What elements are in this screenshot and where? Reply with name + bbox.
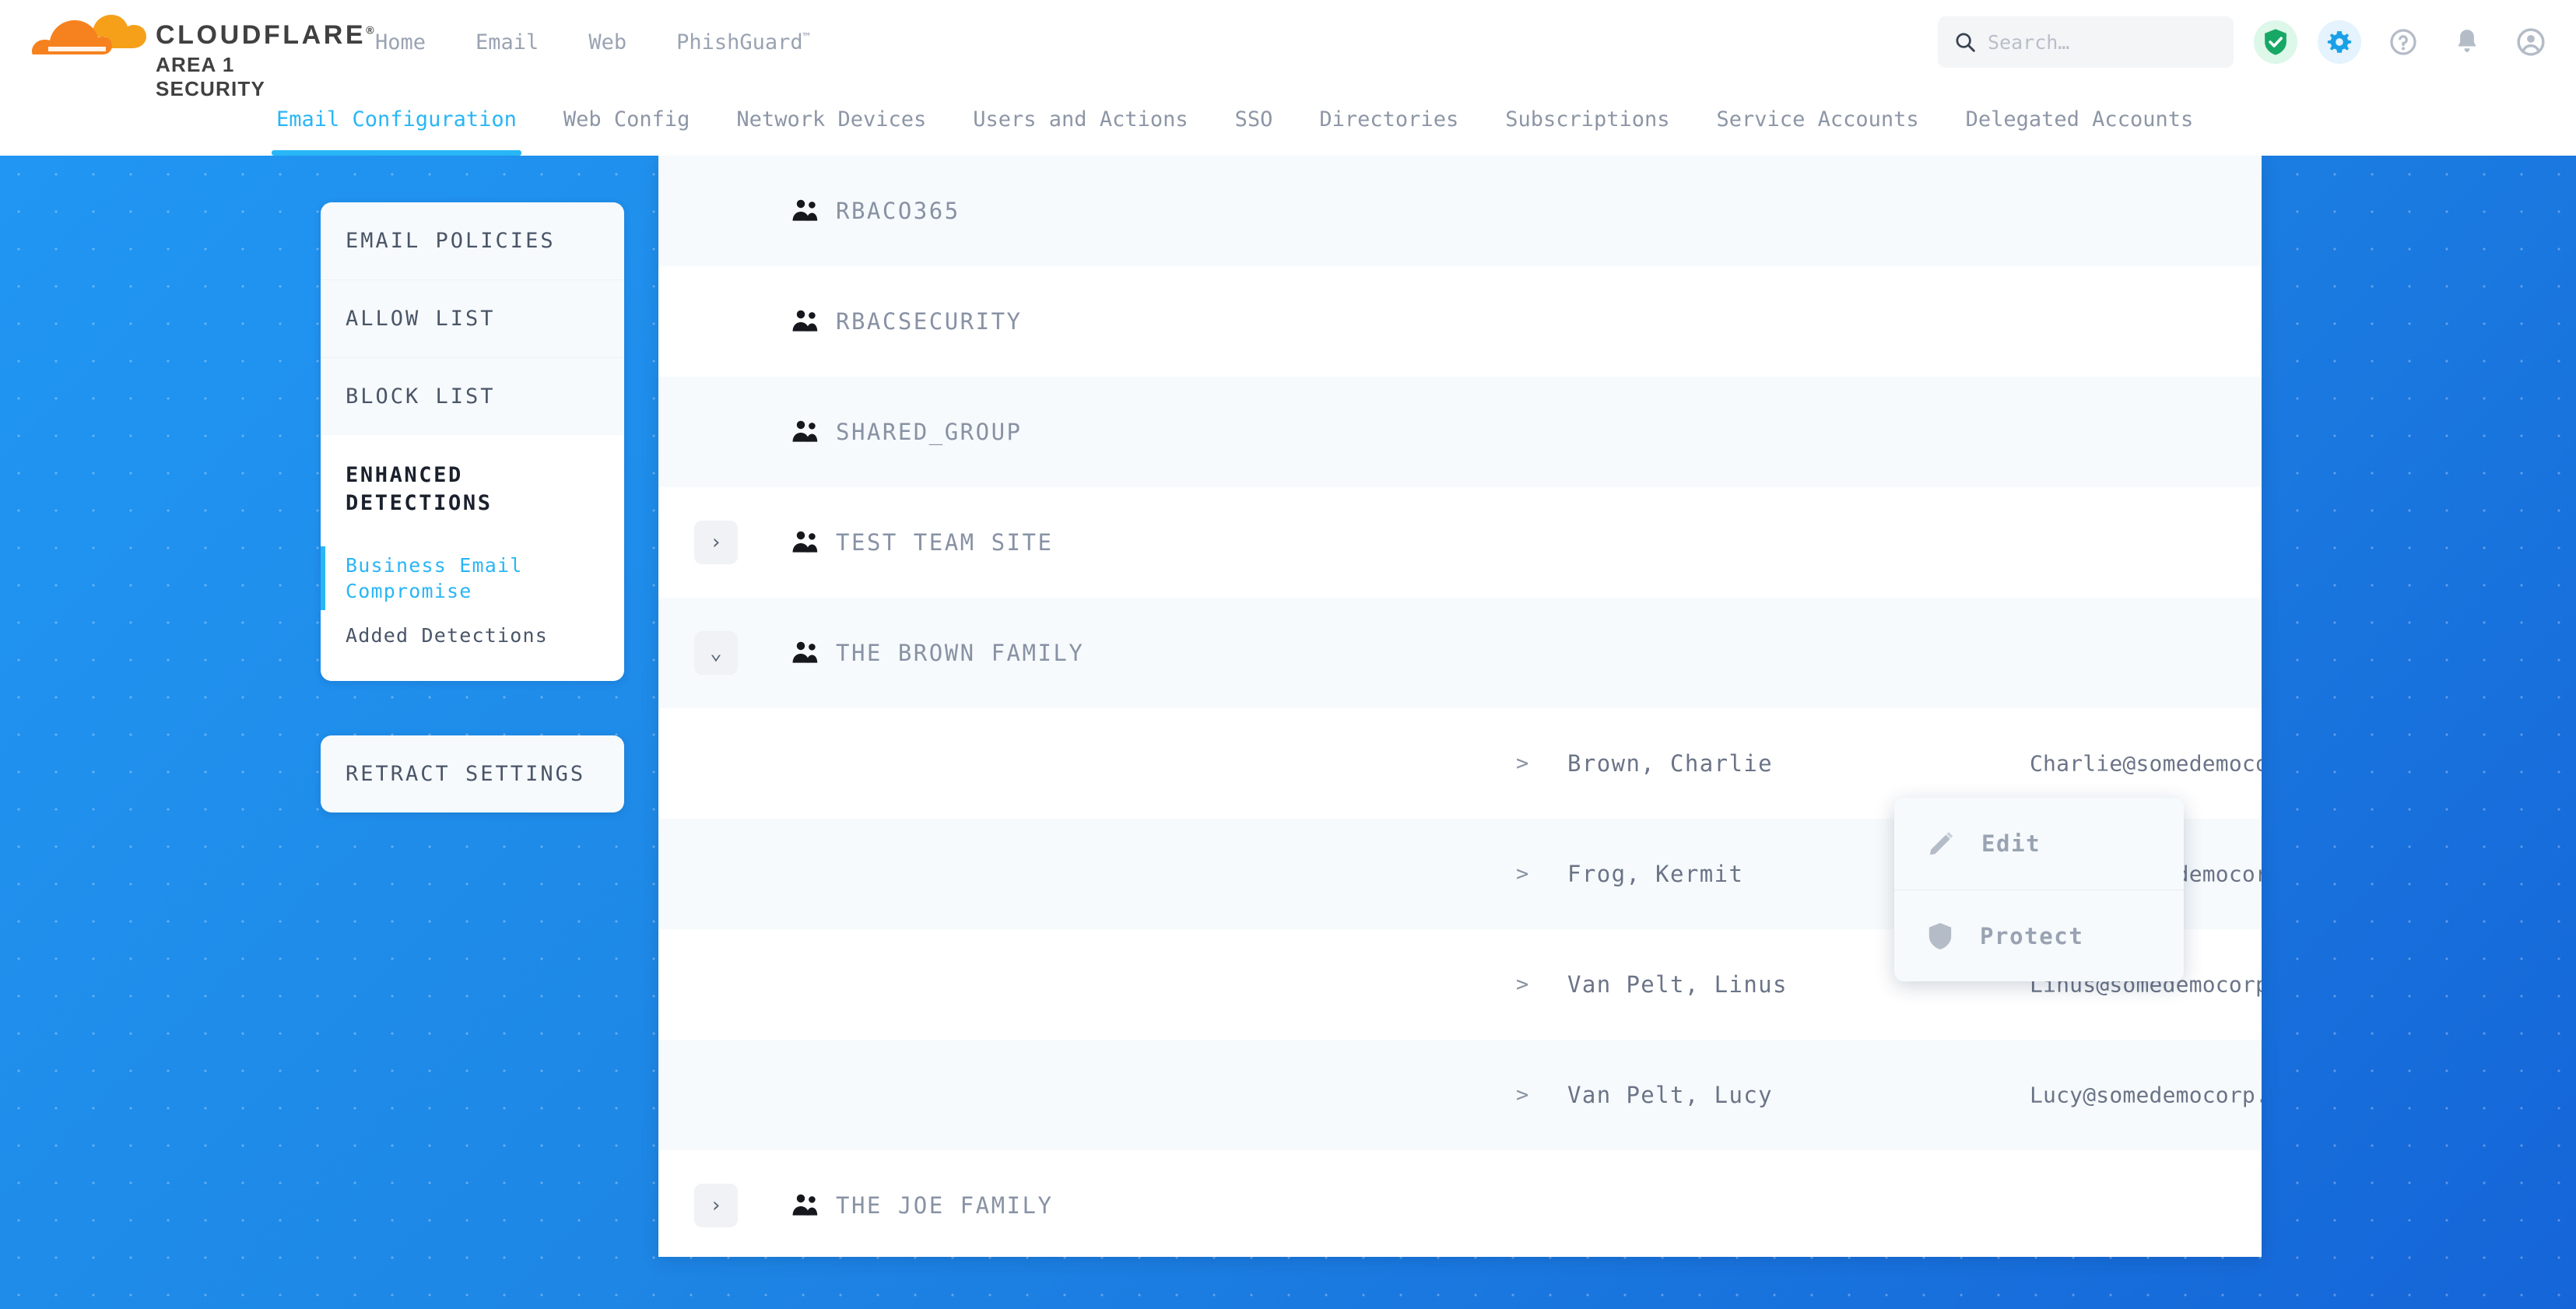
group-name: RBACSECURITY xyxy=(836,308,1023,335)
people-group-icon xyxy=(792,420,818,442)
people-group-icon xyxy=(792,531,818,553)
tab-directories[interactable]: Directories xyxy=(1319,107,1459,132)
table-row[interactable]: RBACSECURITY 0/0 xyxy=(658,266,2262,377)
table-row[interactable]: › TEST TEAM SITE 0/1 xyxy=(658,487,2262,598)
sidebar-item-business-email-compromise[interactable]: Business Email Compromise xyxy=(321,543,624,614)
search-placeholder: Search… xyxy=(1988,30,2070,54)
tab-sso[interactable]: SSO xyxy=(1234,107,1273,132)
bell-icon[interactable] xyxy=(2445,20,2489,64)
tab-delegated-accounts[interactable]: Delegated Accounts xyxy=(1965,107,2194,132)
sidebar-card-retract-settings[interactable]: RETRACT SETTINGS xyxy=(321,735,624,813)
table-row[interactable]: RBACO365 0/0 xyxy=(658,156,2262,266)
sidebar-item-added-detections[interactable]: Added Detections xyxy=(321,613,624,658)
row-context-menu: Edit Protect xyxy=(1894,798,2184,981)
groups-table-panel: RBACO365 0/0 RBACSECURITY 0/0 SHARED xyxy=(658,156,2262,1257)
shield-icon xyxy=(1928,922,1952,949)
people-group-icon xyxy=(792,641,818,663)
people-group-icon xyxy=(792,1194,818,1216)
chevron-right-icon[interactable]: › xyxy=(694,521,738,564)
top-header-bar: CLOUDFLARE® AREA 1 SECURITY Home Email W… xyxy=(0,0,2576,100)
help-glyph xyxy=(2390,29,2416,55)
tab-network-devices[interactable]: Network Devices xyxy=(736,107,927,132)
header-actions: Search… xyxy=(1938,0,2553,84)
user-account-icon[interactable] xyxy=(2509,20,2553,64)
brand-trademark: ® xyxy=(366,23,377,37)
sidebar-item-email-policies[interactable]: EMAIL POLICIES xyxy=(346,229,556,253)
chevron-right-icon[interactable]: > xyxy=(1516,751,1529,776)
group-name: TEST TEAM SITE xyxy=(836,529,1054,556)
group-name: RBACO365 xyxy=(836,198,960,224)
nav-item-phishguard[interactable]: PhishGuard™ xyxy=(676,30,810,54)
shield-check-glyph xyxy=(2265,29,2286,55)
tab-email-configuration[interactable]: Email Configuration xyxy=(253,84,540,156)
sidebar-item-allow-list[interactable]: ALLOW LIST xyxy=(321,279,624,357)
group-name: SHARED_GROUP xyxy=(836,419,1023,445)
primary-nav: Home Email Web PhishGuard™ xyxy=(350,0,835,84)
chevron-right-icon[interactable]: > xyxy=(1516,862,1529,886)
sidebar-item-retract-settings[interactable]: RETRACT SETTINGS xyxy=(346,762,586,787)
nav-item-email[interactable]: Email xyxy=(476,30,539,54)
chevron-right-icon[interactable]: › xyxy=(694,1184,738,1227)
bell-glyph xyxy=(2458,30,2476,53)
gear-icon[interactable] xyxy=(2318,20,2361,64)
list-item[interactable]: > Van Pelt, Lucy Lucy@somedemocorp.com xyxy=(658,1040,2262,1150)
people-group-icon xyxy=(792,199,818,221)
search-input[interactable]: Search… xyxy=(1938,16,2234,68)
table-row[interactable]: › THE JOE FAMILY 0/5 xyxy=(658,1150,2262,1257)
table-row[interactable]: SHARED_GROUP 0/0 xyxy=(658,377,2262,487)
tab-subscriptions[interactable]: Subscriptions xyxy=(1505,107,1670,132)
context-menu-item-protect[interactable]: Protect xyxy=(1894,890,2184,981)
group-name: THE JOE FAMILY xyxy=(836,1192,1054,1219)
help-circle-icon[interactable] xyxy=(2381,20,2425,64)
context-menu-item-label: Protect xyxy=(1980,922,2084,949)
context-menu-item-edit[interactable]: Edit xyxy=(1894,798,2184,890)
secondary-nav: Email Configuration Web Config Network D… xyxy=(0,84,2576,156)
tab-web-config[interactable]: Web Config xyxy=(563,107,690,132)
context-menu-item-label: Edit xyxy=(1981,830,2041,857)
people-group-icon xyxy=(792,310,818,332)
list-item[interactable]: > Brown, Charlie Charlie@somedemocorp.co… xyxy=(658,708,2262,819)
search-icon xyxy=(1956,33,1975,52)
member-name: Van Pelt, Linus xyxy=(1567,971,1788,998)
member-name: Van Pelt, Lucy xyxy=(1567,1082,1774,1108)
member-email: Lucy@somedemocorp.com xyxy=(2030,1082,2262,1108)
gear-glyph xyxy=(2327,31,2352,53)
chevron-right-icon[interactable]: > xyxy=(1516,1083,1529,1107)
member-email: Charlie@somedemocorp.com xyxy=(2030,750,2262,777)
account-glyph xyxy=(2517,28,2545,56)
cloudflare-cloud-logo-icon xyxy=(32,15,146,54)
shield-check-icon[interactable] xyxy=(2254,20,2297,64)
member-name: Brown, Charlie xyxy=(1567,750,1774,777)
sidebar-card-policies: EMAIL POLICIES ALLOW LIST BLOCK LIST ENH… xyxy=(321,202,624,682)
sidebar-item-enhanced-detections[interactable]: ENHANCED DETECTIONS xyxy=(321,435,624,544)
group-name: THE BROWN FAMILY xyxy=(836,640,1085,666)
tab-service-accounts[interactable]: Service Accounts xyxy=(1716,107,1919,132)
settings-sidebar: DOMAINS & ROUTING EMAIL POLICIES ALLOW L… xyxy=(321,47,624,813)
sidebar-item-block-list[interactable]: BLOCK LIST xyxy=(321,357,624,435)
brand-name: CLOUDFLARE® xyxy=(156,20,377,50)
brand-logo[interactable]: CLOUDFLARE® AREA 1 SECURITY xyxy=(31,8,374,100)
table-row[interactable]: ⌄ THE BROWN FAMILY 0/4 xyxy=(658,598,2262,708)
nav-item-home[interactable]: Home xyxy=(375,30,426,54)
member-name: Frog, Kermit xyxy=(1567,861,1744,887)
brand-product: AREA 1 SECURITY xyxy=(156,53,266,100)
pencil-icon xyxy=(1929,832,1953,855)
chevron-right-icon[interactable]: > xyxy=(1516,972,1529,997)
tab-users-and-actions[interactable]: Users and Actions xyxy=(973,107,1188,132)
chevron-down-icon[interactable]: ⌄ xyxy=(694,631,738,675)
nav-item-web[interactable]: Web xyxy=(588,30,627,54)
